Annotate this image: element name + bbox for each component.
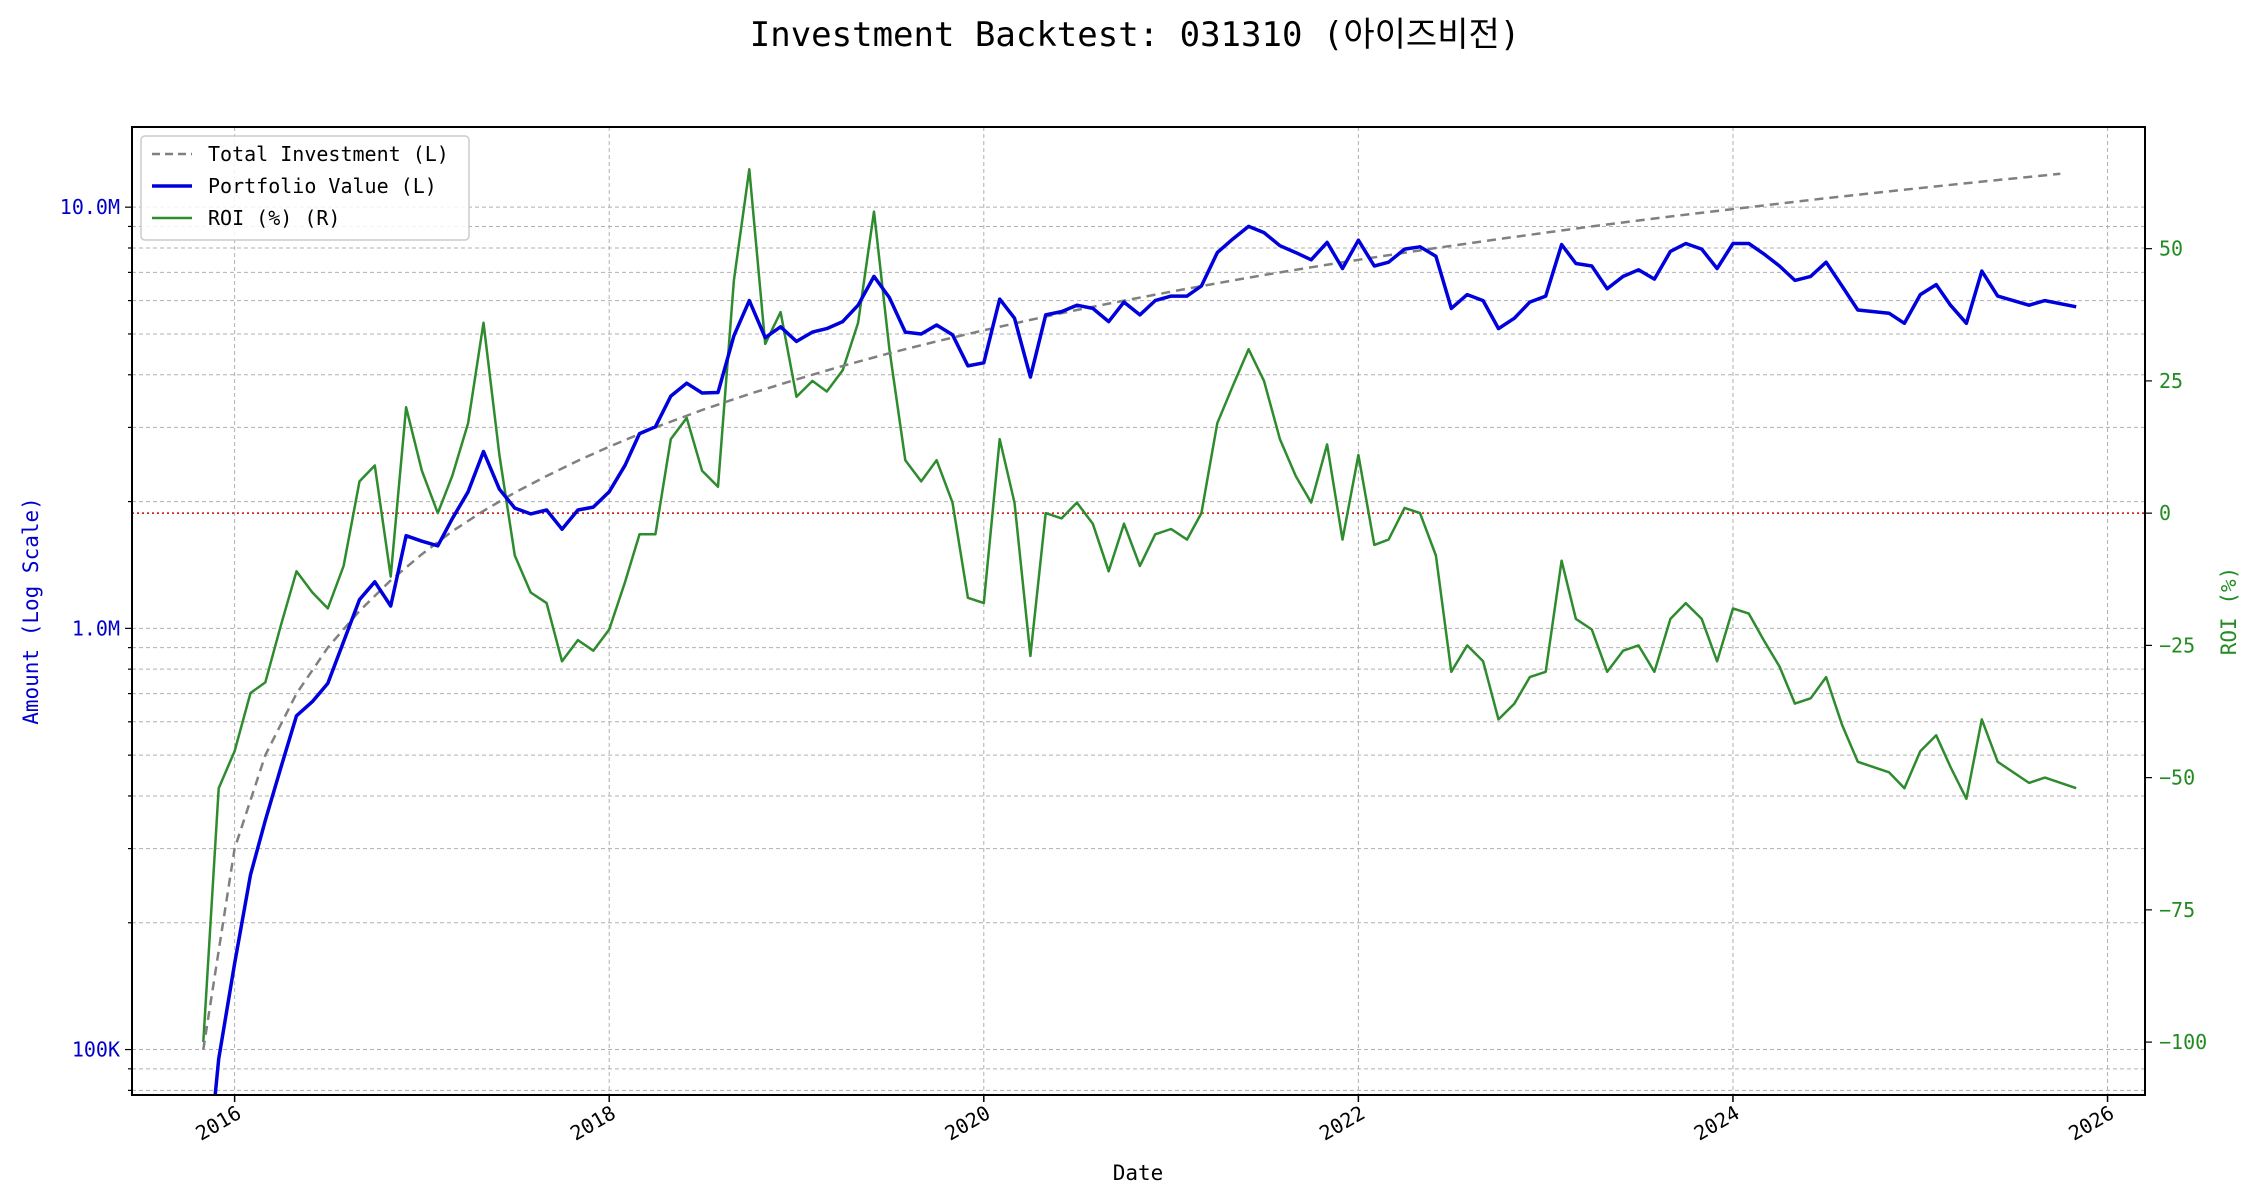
legend-label-roi: ROI (%) (R) xyxy=(208,206,340,230)
x-axis-label: Date xyxy=(1113,1161,1164,1185)
grid-layer xyxy=(132,127,2145,1095)
x-tick-label: 2016 xyxy=(191,1101,245,1146)
y-right-tick-label: −75 xyxy=(2159,898,2195,922)
y-right-tick-label: −100 xyxy=(2159,1030,2207,1054)
y-right-tick-label: −50 xyxy=(2159,766,2195,790)
legend-label-portfolio: Portfolio Value (L) xyxy=(208,174,437,198)
x-ticks: 2016 2018 2020 2022 2024 2026 xyxy=(191,1095,2118,1145)
x-tick-label: 2020 xyxy=(941,1101,995,1146)
y-right-tick-label: 25 xyxy=(2159,369,2183,393)
series-line-roi xyxy=(202,168,2077,1043)
y-right-ticks: −100 −75 −50 −25 0 25 50 xyxy=(2145,237,2207,1054)
y-left-tick-label: 10.0M xyxy=(60,195,120,219)
legend-box xyxy=(140,135,470,241)
legend-label-investment: Total Investment (L) xyxy=(208,142,449,166)
y-left-axis-label: Amount (Log Scale) xyxy=(19,497,43,725)
x-tick-label: 2018 xyxy=(566,1101,620,1146)
series-line-total-investment xyxy=(202,172,2061,1050)
x-tick-label: 2022 xyxy=(1315,1101,1369,1146)
y-left-ticks: 100K 1.0M 10.0M xyxy=(60,195,132,1091)
series-layer xyxy=(202,168,2077,1095)
y-left-tick-label: 1.0M xyxy=(72,616,120,640)
y-left-tick-label: 100K xyxy=(72,1038,120,1062)
chart-title: Investment Backtest: 031310 (아이즈비전) xyxy=(750,15,1521,55)
x-tick-label: 2024 xyxy=(1690,1101,1744,1146)
y-right-tick-label: 50 xyxy=(2159,237,2183,261)
y-right-axis-label: ROI (%) xyxy=(2217,567,2241,656)
legend: Total Investment (L) Portfolio Value (L)… xyxy=(140,135,470,241)
x-tick-label: 2026 xyxy=(2064,1101,2118,1146)
series-line-portfolio-value xyxy=(213,224,2077,1095)
plot-frame xyxy=(131,126,2146,1096)
y-right-tick-label: −25 xyxy=(2159,633,2195,657)
y-right-tick-label: 0 xyxy=(2159,501,2171,525)
